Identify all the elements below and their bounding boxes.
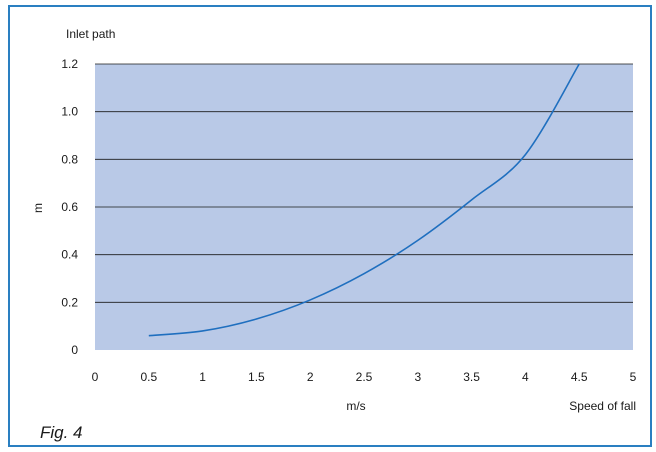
gridlines	[95, 63, 633, 303]
x-axis-secondary-label: Speed of fall	[569, 399, 636, 413]
x-tick-label: 4	[522, 370, 529, 384]
y-tick-label: 0.4	[61, 248, 78, 262]
y-tick-label: 1.0	[61, 105, 78, 119]
y-tick-label: 0.8	[61, 152, 78, 166]
x-tick-label: 1	[199, 370, 206, 384]
y-tick-label: 1.2	[61, 57, 78, 71]
y-tick-label: 0.6	[61, 200, 78, 214]
figure-caption: Fig. 4	[40, 423, 83, 442]
x-axis-label: m/s	[346, 399, 365, 413]
x-tick-label: 4.5	[571, 370, 588, 384]
series-line	[148, 63, 580, 337]
x-tick-labels: 0 0.5 1 1.5 2 2.5 3 3.5 4 4.5 5	[92, 370, 637, 384]
y-axis-label: m	[31, 203, 45, 213]
y-axis-top-label: Inlet path	[66, 27, 115, 41]
y-tick-label: 0	[71, 343, 78, 357]
y-tick-labels: 0 0.2 0.4 0.6 0.8 1.0 1.2	[61, 57, 78, 357]
x-tick-label: 3	[414, 370, 421, 384]
y-tick-label: 0.2	[61, 295, 78, 309]
x-tick-label: 5	[630, 370, 637, 384]
x-tick-label: 0.5	[140, 370, 157, 384]
x-tick-label: 2.5	[356, 370, 373, 384]
x-tick-label: 3.5	[463, 370, 480, 384]
x-tick-label: 1.5	[248, 370, 265, 384]
x-tick-label: 0	[92, 370, 99, 384]
x-tick-label: 2	[307, 370, 314, 384]
